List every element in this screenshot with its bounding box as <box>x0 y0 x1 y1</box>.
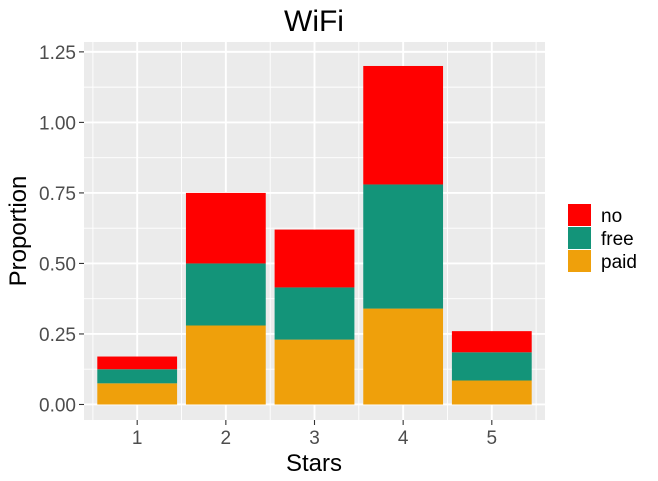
x-tick-label: 2 <box>221 428 232 449</box>
legend-key-free <box>568 227 591 249</box>
bar-paid-1 <box>97 383 178 405</box>
x-tick-label: 1 <box>132 428 143 449</box>
bar-no-5 <box>451 331 532 353</box>
y-axis: 0.00 0.25 0.50 0.75 1.00 1.25 <box>39 43 84 416</box>
y-tick-label: 0.25 <box>39 325 76 346</box>
x-axis: 1 2 3 4 5 <box>132 420 497 449</box>
bar-paid-4 <box>363 308 444 405</box>
legend-key-no <box>568 204 591 226</box>
bar-paid-5 <box>451 380 532 405</box>
bar-free-4 <box>363 184 444 309</box>
x-axis-title: Stars <box>286 450 342 477</box>
bar-free-5 <box>451 352 532 381</box>
y-tick-label: 0.50 <box>39 254 76 275</box>
y-tick-label: 0.75 <box>39 184 76 205</box>
x-tick-label: 3 <box>309 428 320 449</box>
legend-label-no: no <box>601 206 622 227</box>
bar-no-1 <box>97 356 178 370</box>
legend-label-free: free <box>601 229 634 250</box>
y-tick-label: 1.25 <box>39 43 76 64</box>
x-tick-label: 4 <box>398 428 409 449</box>
chart-title: WiFi <box>284 5 344 38</box>
legend-key-paid <box>568 250 591 272</box>
bar-no-2 <box>185 192 266 264</box>
bar-free-3 <box>274 287 355 340</box>
bar-free-1 <box>97 369 178 384</box>
bar-no-4 <box>363 65 444 185</box>
y-tick-label: 0.00 <box>39 395 76 416</box>
x-tick-label: 5 <box>487 428 498 449</box>
y-axis-title: Proportion <box>5 176 32 287</box>
bar-no-3 <box>274 229 355 288</box>
y-tick-label: 1.00 <box>39 113 76 134</box>
bars <box>97 65 532 405</box>
bar-paid-2 <box>185 325 266 405</box>
legend-label-paid: paid <box>601 252 637 273</box>
bar-paid-3 <box>274 339 355 405</box>
bar-free-2 <box>185 263 266 326</box>
